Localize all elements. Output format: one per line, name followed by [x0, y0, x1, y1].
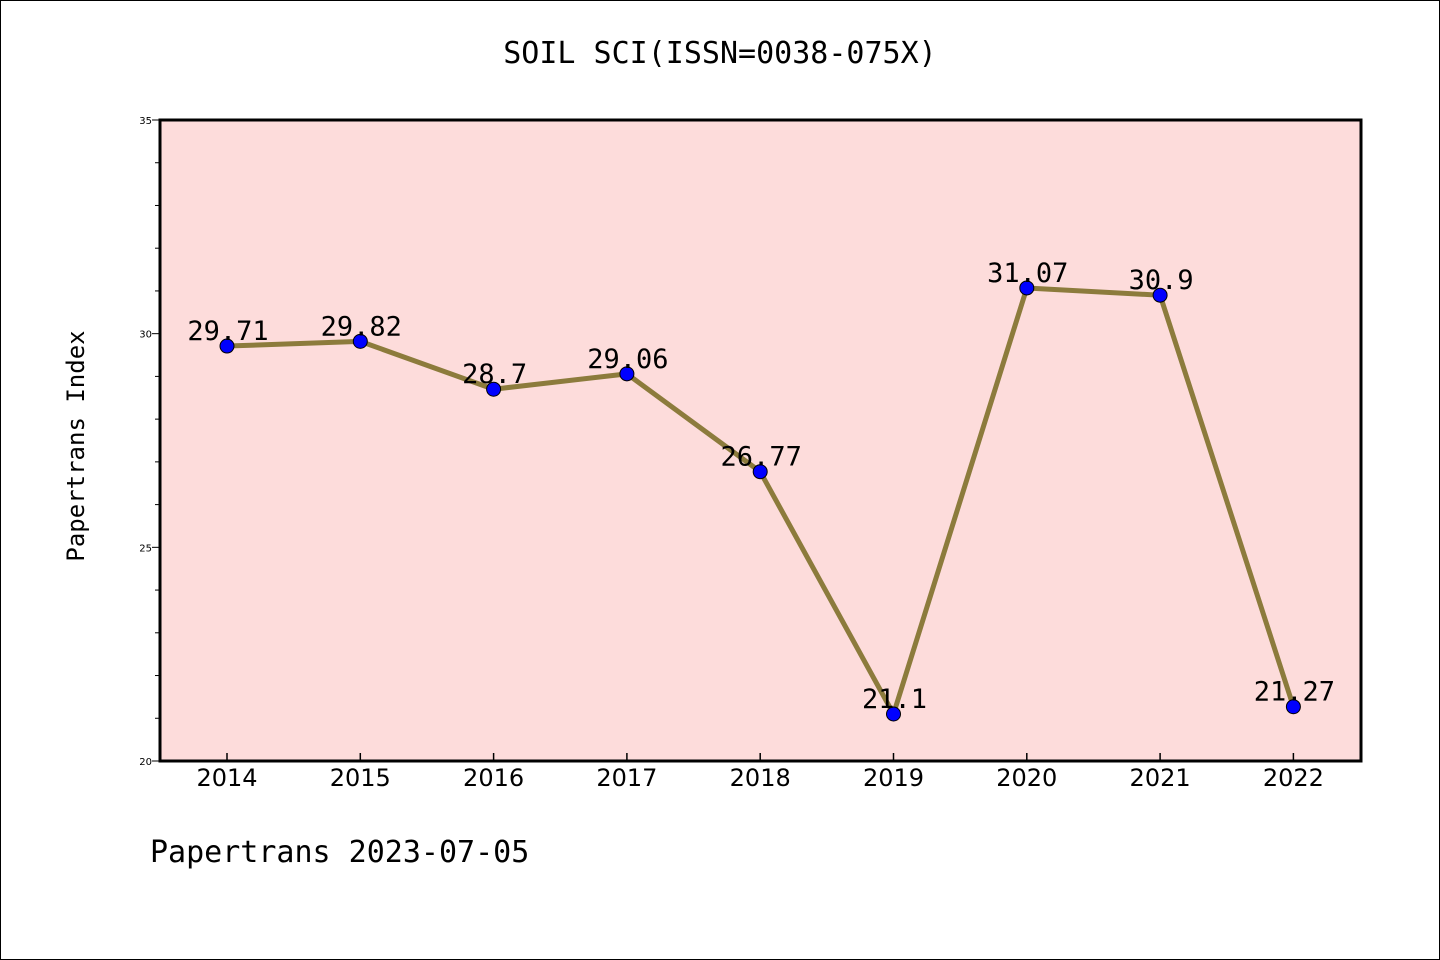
data-point — [486, 381, 502, 397]
data-label: 31.07 — [987, 258, 1068, 289]
y-tick-label: 20 — [139, 757, 152, 768]
data-point — [352, 333, 368, 349]
x-tick-label: 2022 — [1263, 764, 1324, 792]
x-tick-label: 2021 — [1130, 764, 1191, 792]
y-tick-label: 35 — [139, 116, 152, 127]
x-tick-label: 2019 — [863, 764, 924, 792]
data-label: 30.9 — [1129, 265, 1194, 296]
data-label: 29.82 — [321, 311, 402, 342]
x-tick-label: 2014 — [196, 764, 257, 792]
plot-frame — [158, 118, 1363, 763]
data-point — [619, 366, 635, 382]
footer-source-date: Papertrans 2023-07-05 — [150, 835, 530, 870]
y-tick-label: 25 — [139, 543, 152, 554]
plot-area — [160, 120, 1361, 761]
x-tick-label: 2017 — [596, 764, 657, 792]
data-point — [752, 464, 768, 480]
data-label: 26.77 — [721, 442, 802, 473]
data-point — [1285, 699, 1301, 715]
data-label: 21.27 — [1254, 677, 1335, 708]
chart-title: SOIL SCI(ISSN=0038-075X) — [503, 36, 937, 71]
data-point — [219, 338, 235, 354]
data-label: 28.7 — [462, 359, 527, 390]
y-tick-label: 30 — [139, 330, 152, 341]
x-tick-label: 2015 — [330, 764, 391, 792]
x-tick-label: 2018 — [730, 764, 791, 792]
x-tick-label: 2020 — [996, 764, 1057, 792]
series-group: 29.71 29.82 28.7 29.06 26.77 21.1 31.07 30.9 21.… — [187, 258, 1335, 722]
data-label: 29.06 — [587, 344, 668, 375]
data-label: 29.71 — [187, 316, 268, 347]
data-label: 21.1 — [862, 684, 927, 715]
y-axis-ticks: 20 25 30 35 — [139, 116, 160, 768]
x-axis-ticks: 2014 2015 2016 2017 2018 2019 2020 2021 2022 — [196, 753, 1324, 792]
data-point — [1019, 280, 1035, 296]
data-point — [886, 706, 901, 722]
data-point — [1152, 287, 1168, 303]
x-tick-label: 2016 — [463, 764, 524, 792]
